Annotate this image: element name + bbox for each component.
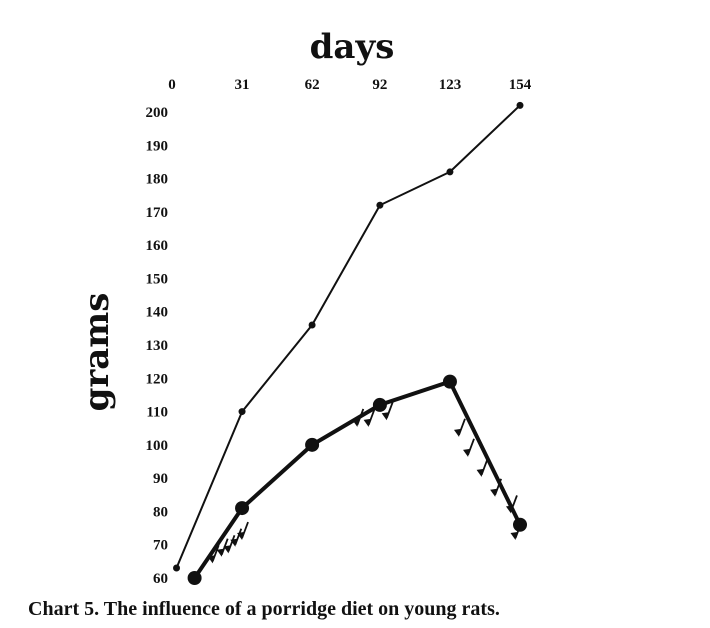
y-tick-label: 170	[146, 205, 169, 221]
x-tick-labels: 0 31 62 92 123 154	[168, 77, 532, 93]
series-line-thick	[192, 379, 522, 580]
data-point-thin	[376, 201, 384, 209]
y-tick-label: 190	[146, 138, 169, 154]
y-tick-label: 130	[146, 338, 169, 354]
y-tick-label: 60	[153, 571, 168, 587]
down-arrow-icon	[453, 418, 466, 437]
down-arrow-icon	[476, 458, 489, 477]
down-arrow-icon	[352, 408, 365, 427]
y-axis-title: grams	[77, 293, 117, 412]
x-tick-label: 123	[439, 77, 462, 93]
data-point-thick	[372, 397, 387, 412]
down-arrow-icon	[216, 538, 229, 557]
data-point-thick	[442, 374, 457, 389]
x-tick-label: 0	[168, 77, 176, 93]
data-point-thick	[235, 501, 250, 516]
down-arrow-icon	[505, 495, 518, 514]
series-group	[173, 101, 527, 585]
y-tick-label: 90	[153, 471, 168, 487]
data-point-thin	[238, 408, 246, 416]
y-tick-labels: 60 70 80 90 100 110 120 130 140 150 160 170 180 190 20…	[146, 105, 169, 587]
data-point-thick	[305, 437, 320, 452]
y-tick-label: 150	[146, 271, 169, 287]
x-axis-title: days	[310, 27, 395, 67]
x-tick-label: 31	[235, 77, 250, 93]
y-tick-label: 80	[153, 504, 168, 520]
y-tick-label: 120	[146, 371, 169, 387]
data-point-thin	[446, 168, 454, 176]
x-tick-label: 154	[509, 77, 532, 93]
data-point-thin	[516, 101, 524, 109]
y-tick-label: 70	[153, 538, 168, 554]
down-arrow-icon	[381, 401, 394, 421]
data-point-thick	[187, 571, 202, 585]
series-line-thin	[175, 104, 521, 569]
down-arrow-icon	[490, 478, 502, 497]
x-tick-label: 92	[372, 77, 387, 93]
down-arrow-icon	[207, 545, 220, 564]
y-tick-label: 180	[146, 172, 169, 188]
y-tick-label: 140	[146, 305, 169, 321]
y-tick-label: 110	[146, 405, 168, 421]
data-point-thin	[308, 321, 316, 329]
x-tick-label: 62	[305, 77, 320, 93]
arrow-annotations	[207, 401, 523, 564]
y-tick-label: 200	[146, 105, 169, 121]
down-arrow-icon	[463, 438, 475, 457]
data-point-thin	[173, 564, 181, 572]
down-arrow-icon	[510, 521, 523, 541]
down-arrow-icon	[363, 408, 376, 427]
y-tick-label: 100	[146, 438, 169, 454]
chart-caption: Chart 5. The influence of a porridge die…	[28, 598, 500, 620]
y-tick-label: 160	[146, 238, 169, 254]
